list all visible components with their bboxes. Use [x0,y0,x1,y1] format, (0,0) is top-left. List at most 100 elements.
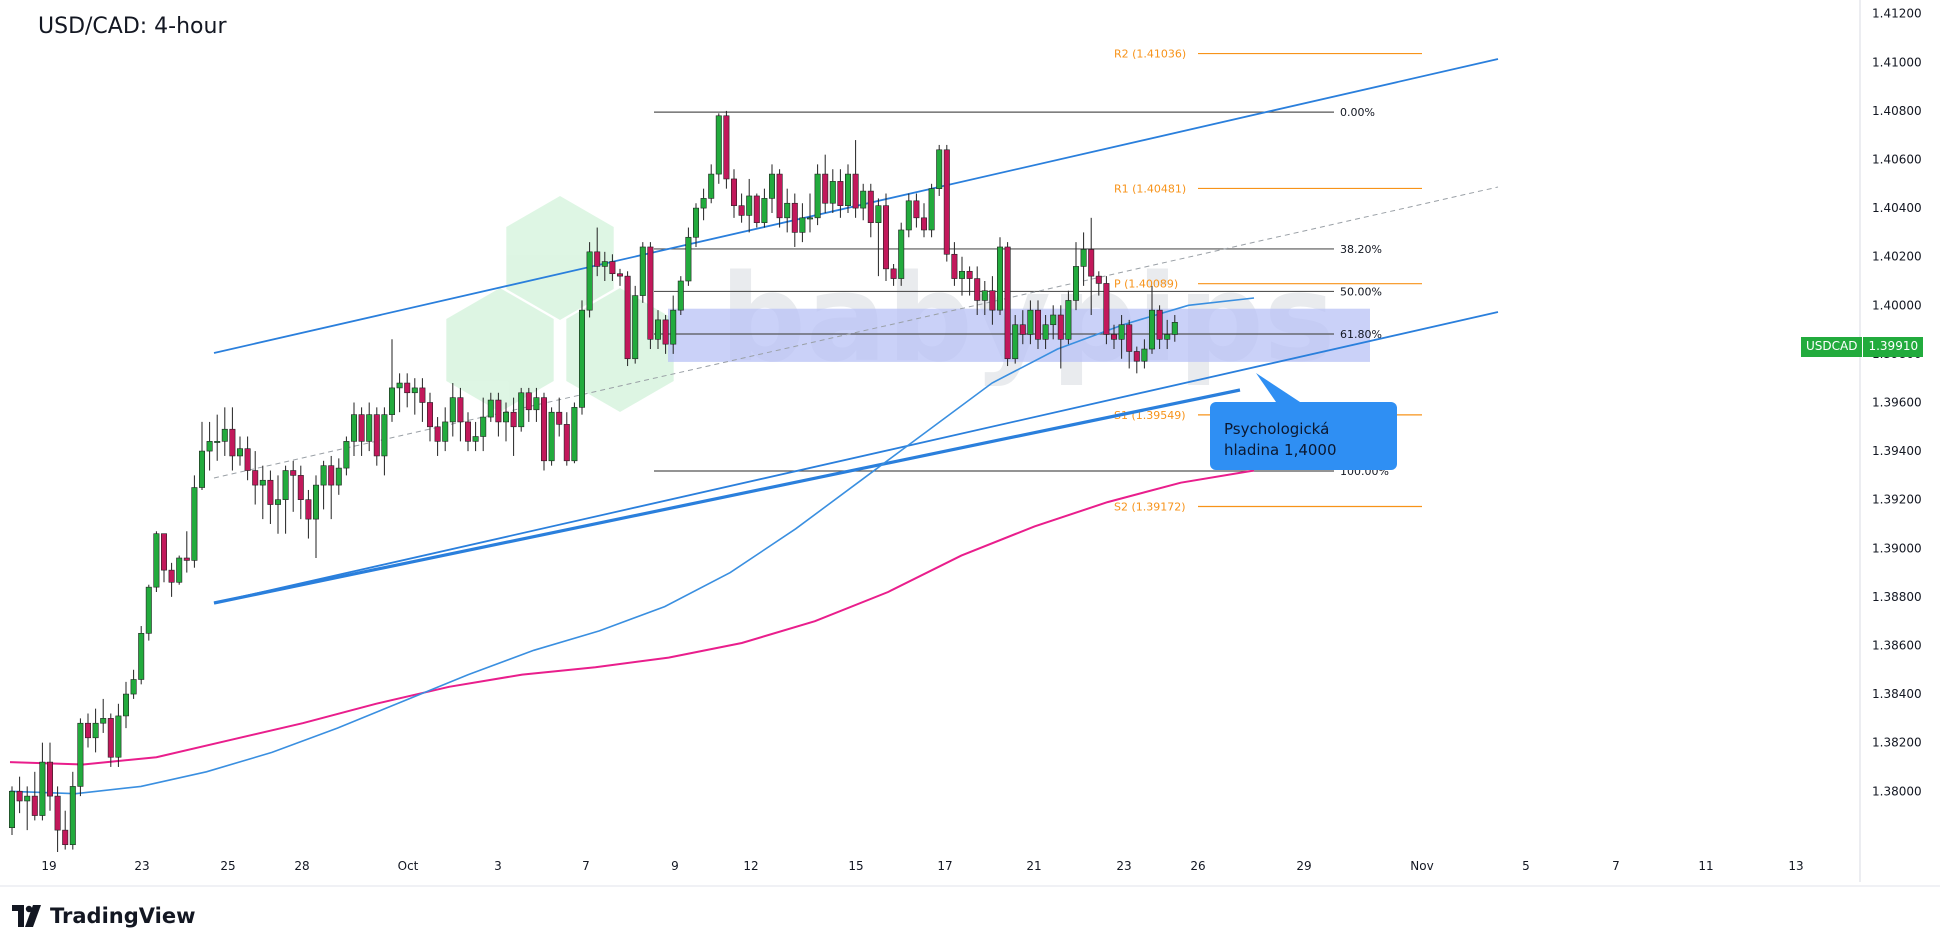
candle-body [107,718,114,758]
candle-body [267,479,274,505]
callout-pointer [1256,373,1300,402]
ema-slow-line [9,469,1255,766]
candle-body [746,195,753,216]
candle-body [411,387,418,394]
candle-body [1095,275,1102,284]
candle-body [328,465,335,486]
fib-label-50-00: 50.00% [1340,285,1382,298]
candle-body [685,236,692,282]
candle-body [396,382,403,389]
time-tick-23: 23 [134,859,149,873]
candle-body [533,397,540,411]
candle-body [358,414,365,442]
candle-body [692,207,699,238]
candle-body [77,722,84,787]
chart-title: USD/CAD: 4-hour [38,14,227,39]
candle-body [1042,324,1049,340]
candle-body [145,586,152,634]
candle-body [890,268,897,279]
candle-body [594,251,601,267]
candle-body [69,786,76,846]
candle-body [814,173,821,219]
candle-body [936,149,943,189]
candle-body [738,205,745,216]
price-tick-1-40600: 1.40600 [1872,153,1922,167]
candle-body [191,487,198,561]
price-tick-1-40800: 1.40800 [1872,104,1922,118]
candle-body [115,715,122,758]
candle-body [176,557,183,583]
candle-body [1065,300,1072,340]
candle-body [662,319,669,345]
candle-body [335,467,342,486]
tradingview-logo-icon [12,905,41,927]
candle-body [426,402,433,428]
candle-body [1012,324,1019,360]
candle-body [913,200,920,219]
candle-body [1035,309,1042,340]
candle-body [753,195,760,223]
time-tick-5: 5 [1522,859,1530,873]
candle-body [791,202,798,233]
candle-body [24,795,31,802]
time-tick-15: 15 [848,859,863,873]
candle-body [9,790,16,829]
time-tick-19: 19 [41,859,56,873]
candle-body [472,436,479,442]
candle-body [882,205,889,270]
tradingview-logo[interactable]: TradingView [12,902,195,930]
time-tick-11: 11 [1698,859,1713,873]
fib-label-0-00: 0.00% [1340,106,1375,119]
candle-body [875,205,882,223]
candle-body [943,149,950,255]
candle-body [388,387,395,415]
price-tick-1-39600: 1.39600 [1872,395,1922,409]
time-tick-25: 25 [220,859,235,873]
candle-body [343,441,350,469]
time-tick-21: 21 [1026,859,1041,873]
time-tick-7: 7 [1612,859,1620,873]
candle-body [31,795,38,816]
candle-body [768,173,775,199]
candle-body [928,188,935,231]
candle-body [320,465,327,486]
candle-body [776,173,783,219]
candle-body [153,533,160,588]
candle-body [1088,249,1095,277]
candle-body [837,181,844,206]
candle-body [252,470,259,486]
candle-body [161,533,168,571]
candle-body [548,411,555,462]
candle-body [578,309,585,408]
candle-body [1171,322,1178,335]
price-tick-1-39400: 1.39400 [1872,444,1922,458]
candle-body [1156,309,1163,340]
candle-body [989,290,996,311]
candle-body [1080,249,1087,267]
candle-body [495,399,502,423]
candle-body [305,499,312,520]
candle-body [829,181,836,204]
candle-body [1057,314,1064,340]
watermark-hexagon [566,288,674,412]
candle-body [502,411,509,423]
candle-body [966,270,973,279]
time-tick-23: 23 [1116,859,1131,873]
candle-body [297,475,304,500]
price-tick-1-39000: 1.39000 [1872,541,1922,555]
candle-body [480,416,487,437]
candle-body [556,411,563,425]
candle-body [92,722,99,739]
pivot-label-r2: R2 (1.41036) [1114,48,1186,61]
callout-box: Psychologická hladina 1,4000 [1210,402,1397,470]
candle-body [1004,246,1011,360]
candle-body [654,319,661,340]
candle-body [670,309,677,345]
candle-body [708,173,715,199]
candle-body [487,399,494,418]
candle-body [199,450,206,488]
candle-body [282,470,289,500]
candle-body [457,397,464,423]
